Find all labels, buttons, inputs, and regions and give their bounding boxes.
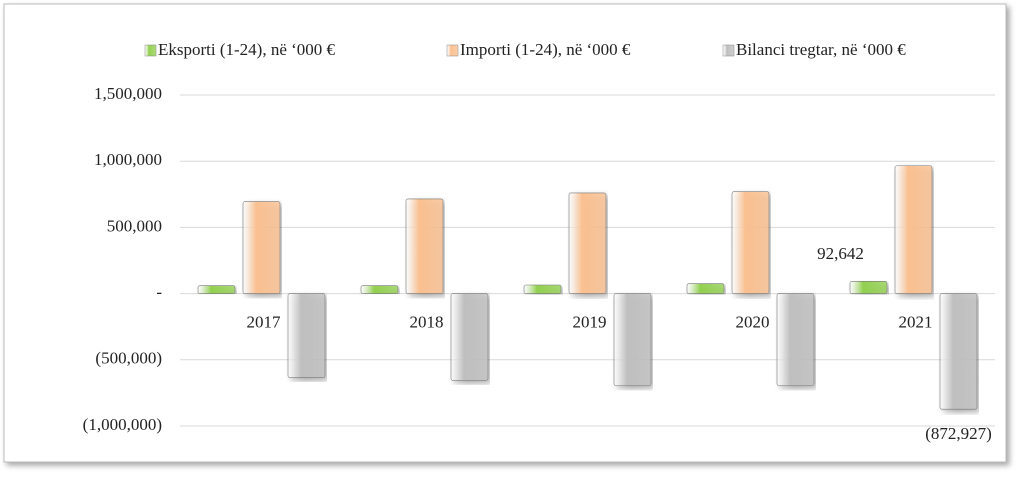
x-tick-label: 2020	[736, 313, 770, 332]
bar	[686, 283, 725, 294]
bar	[568, 192, 607, 294]
x-tick-label: 2018	[410, 313, 444, 332]
bar	[939, 293, 978, 410]
y-tick-label: 1,500,000	[94, 84, 162, 103]
y-tick-label: (1,000,000)	[83, 415, 162, 434]
x-tick-label: 2019	[573, 313, 607, 332]
data-label: (872,927)	[925, 424, 992, 443]
bar	[450, 293, 489, 381]
data-label: 92,642	[817, 244, 864, 263]
x-tick-label: 2021	[899, 313, 933, 332]
bar	[523, 284, 562, 294]
bar	[894, 165, 933, 294]
bar	[360, 285, 399, 294]
legend-swatch	[144, 44, 157, 57]
legend-label: Bilanci tregtar, në ‘000 €	[736, 40, 906, 59]
legend-swatch	[722, 44, 735, 57]
y-tick-label: (500,000)	[95, 349, 162, 368]
y-tick-label: 1,000,000	[94, 150, 162, 169]
y-tick-label: 500,000	[107, 216, 162, 235]
bar	[405, 198, 444, 294]
bar	[197, 285, 236, 294]
y-tick-label: -	[156, 283, 162, 302]
chart-frame	[3, 3, 1007, 463]
x-tick-label: 2017	[247, 313, 282, 332]
legend-label: Importi (1-24), në ‘000 €	[460, 40, 631, 59]
bar	[731, 191, 770, 294]
legend-swatch	[446, 44, 459, 57]
bar	[613, 293, 652, 386]
bar	[776, 293, 815, 386]
bar	[287, 293, 326, 378]
bar	[849, 281, 888, 294]
legend-label: Eksporti (1-24), në ‘000 €	[158, 40, 336, 59]
bar	[242, 201, 281, 294]
